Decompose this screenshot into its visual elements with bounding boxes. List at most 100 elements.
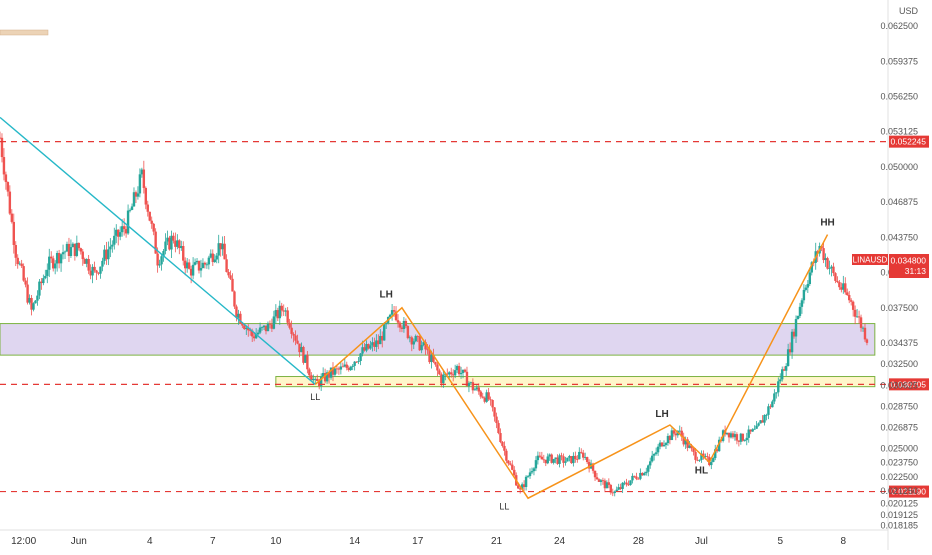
x-tick-label: 14 bbox=[349, 536, 361, 547]
candle-body bbox=[274, 310, 278, 317]
candle-body bbox=[410, 337, 414, 345]
candle-body bbox=[686, 439, 689, 448]
candle-body bbox=[280, 305, 283, 311]
candle-body bbox=[438, 370, 441, 375]
candle-body bbox=[377, 340, 380, 345]
y-tick-label: 0.026875 bbox=[880, 423, 918, 433]
candle-body bbox=[781, 369, 784, 380]
candle-body bbox=[272, 316, 276, 329]
candle-body bbox=[826, 258, 829, 269]
x-tick-label: 10 bbox=[270, 536, 282, 547]
candle-body bbox=[176, 240, 179, 247]
candle-body bbox=[132, 192, 136, 207]
support-zone[interactable] bbox=[275, 376, 876, 388]
candle-body bbox=[412, 341, 415, 345]
candle-body bbox=[237, 313, 240, 318]
candle-body bbox=[160, 256, 163, 265]
candle-body bbox=[162, 251, 165, 257]
candle-body bbox=[432, 354, 435, 362]
y-tick-label: 0.032500 bbox=[880, 359, 918, 369]
x-tick-label: 5 bbox=[777, 536, 783, 547]
candle-body bbox=[767, 406, 770, 415]
candle-body bbox=[442, 374, 445, 384]
candle-body bbox=[753, 428, 756, 430]
candle-body bbox=[38, 281, 41, 296]
y-tick-label: 0.046875 bbox=[880, 197, 918, 207]
candle-body bbox=[668, 435, 672, 441]
candle-body bbox=[73, 243, 77, 256]
candle-body bbox=[857, 316, 861, 318]
candle-body bbox=[170, 235, 173, 250]
candle-body bbox=[710, 461, 713, 466]
candle-body bbox=[546, 456, 549, 464]
candle-body bbox=[479, 391, 482, 397]
candle-body bbox=[205, 264, 209, 266]
candle-body bbox=[832, 266, 835, 274]
candle-body bbox=[122, 226, 126, 230]
candle-body bbox=[757, 423, 760, 426]
candle-body bbox=[773, 393, 776, 402]
trend-line[interactable] bbox=[0, 116, 316, 385]
candle-body bbox=[144, 187, 148, 205]
candle-body bbox=[28, 297, 31, 303]
candle-body bbox=[434, 361, 437, 365]
candle-body bbox=[834, 273, 837, 281]
pattern-label: HL bbox=[695, 465, 708, 476]
candle-body bbox=[85, 258, 88, 264]
candle-body bbox=[656, 446, 660, 453]
symbol-badge-text: LINAUSD bbox=[853, 256, 888, 265]
candle-body bbox=[260, 327, 264, 328]
candle-body bbox=[609, 484, 613, 493]
resistance-zone[interactable] bbox=[0, 323, 876, 356]
candle-body bbox=[621, 482, 624, 489]
candle-body bbox=[455, 365, 459, 371]
y-tick-label: 0.023750 bbox=[880, 458, 918, 468]
candle-body bbox=[158, 264, 161, 266]
candle-body bbox=[629, 480, 632, 485]
candle-body bbox=[118, 232, 122, 237]
candle-body bbox=[739, 433, 743, 442]
candle-body bbox=[775, 392, 778, 394]
candle-body bbox=[197, 260, 201, 271]
candle-body bbox=[603, 480, 607, 489]
candle-body bbox=[796, 315, 800, 320]
y-tick-label: 0.020125 bbox=[880, 499, 918, 509]
candle-body bbox=[524, 476, 528, 488]
candle-body bbox=[416, 335, 419, 337]
candle-body bbox=[536, 455, 540, 461]
candle-body bbox=[448, 372, 451, 375]
toolbar-chip[interactable] bbox=[0, 29, 49, 36]
candle-body bbox=[660, 442, 664, 447]
candle-body bbox=[254, 334, 258, 339]
candle-body bbox=[243, 325, 246, 330]
candle-body bbox=[613, 491, 616, 494]
candle-body bbox=[623, 482, 626, 484]
candle-body bbox=[418, 336, 421, 351]
candle-body bbox=[735, 434, 739, 441]
candle-body bbox=[859, 317, 863, 328]
candle-body bbox=[199, 268, 203, 271]
candle-body bbox=[16, 257, 19, 265]
candle-body bbox=[422, 342, 425, 346]
candle-body bbox=[450, 372, 453, 375]
candle-body bbox=[649, 461, 652, 466]
candle-body bbox=[861, 327, 865, 329]
candle-body bbox=[696, 459, 699, 461]
x-tick-label: 12:00 bbox=[11, 536, 36, 547]
candle-body bbox=[556, 457, 559, 464]
candle-body bbox=[97, 272, 100, 274]
last-price-box bbox=[889, 254, 929, 278]
candle-body bbox=[688, 445, 691, 448]
candle-body bbox=[583, 457, 587, 458]
candle-body bbox=[154, 231, 157, 254]
candle-body bbox=[808, 272, 812, 285]
candle-body bbox=[451, 374, 455, 376]
candle-body bbox=[384, 322, 388, 325]
candle-body bbox=[247, 327, 250, 331]
candle-body bbox=[359, 353, 362, 361]
zigzag-pattern-line[interactable] bbox=[314, 234, 829, 500]
candle-body bbox=[666, 435, 670, 444]
candle-body bbox=[79, 248, 82, 252]
